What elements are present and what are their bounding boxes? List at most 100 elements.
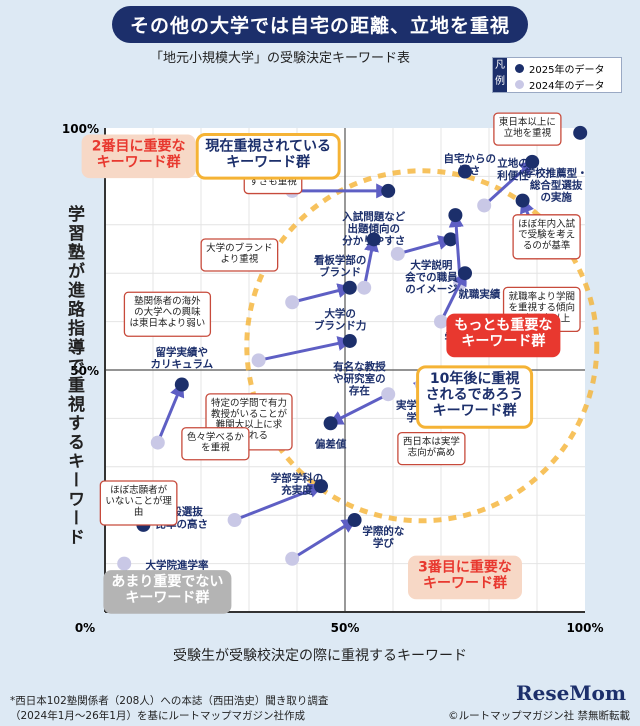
point-2025 <box>342 280 357 295</box>
point-2024 <box>285 551 300 566</box>
point-2025 <box>342 333 357 348</box>
point-2024 <box>381 387 396 402</box>
keyword-label: 偏差値 <box>315 437 347 450</box>
y-tick-label: 100% <box>62 122 99 136</box>
keyword-label: 大学院進学率 <box>146 558 209 571</box>
keyword-label: 学校推薦型・総合型選抜の実施 <box>525 166 588 203</box>
x-tick-label: 50% <box>331 621 360 635</box>
callout-box <box>512 214 581 260</box>
point-2025 <box>323 416 338 431</box>
x-tick-label: 0% <box>75 621 95 635</box>
legend: 凡例 2025年のデータ 2024年のデータ <box>492 57 622 93</box>
keyword-label: 就職実績 <box>458 287 500 300</box>
keyword-label: 大学説明会での職員のイメージ <box>405 258 458 295</box>
callout-text: ほぼ志願者がいないことが理由 <box>105 484 172 518</box>
callout-text: 色々学べるかを重視 <box>187 431 245 454</box>
trend-arrow <box>327 392 389 425</box>
callout-text: 大学のブランドより重視 <box>206 242 273 265</box>
callout-text: ほぼ年内入試で受験を考えるのが基準 <box>518 218 576 252</box>
callout-box <box>493 112 562 146</box>
keyword-label: 有名な教授や研究室の存在 <box>333 360 386 397</box>
keyword-label: 立地の利便性 <box>497 157 529 182</box>
group-box <box>103 570 232 614</box>
keyword-label: 入試問題など出題傾向の分かりやすさ <box>342 210 405 247</box>
legend-heading: 凡例 <box>493 58 507 92</box>
keyword-label: 学部学科の充実度 <box>271 471 324 496</box>
keyword-label: 看板学部のブランド <box>314 254 367 279</box>
keyword-label: 自宅からの近さ <box>444 152 497 177</box>
callout-box <box>181 427 250 461</box>
group-label: あまり重要でないキーワード群 <box>111 573 223 606</box>
point-2024 <box>357 280 372 295</box>
callout-text: 東日本以上に立地を重視 <box>499 116 556 139</box>
group-box <box>195 133 341 180</box>
trend-arrow <box>258 336 353 362</box>
point-2024 <box>251 353 266 368</box>
trend-arrow <box>362 236 379 289</box>
trend-arrow <box>234 483 324 522</box>
point-2024 <box>390 246 405 261</box>
highlight-arc <box>244 168 600 524</box>
group-box <box>416 365 534 429</box>
keyword-label: 留学実績やカリキュラム <box>150 345 213 370</box>
legend-item-2025: 2025年のデータ <box>515 61 604 76</box>
brand-logo: ReseMom <box>516 681 626 705</box>
keyword-label: 学際的な学び <box>362 525 404 550</box>
group-box <box>408 555 522 600</box>
x-tick-label: 100% <box>566 621 603 635</box>
trend-arrow <box>397 235 454 256</box>
legend-item-2024: 2024年のデータ <box>515 77 604 92</box>
copyright-credit: ©ルートマップマガジン社 禁無断転載 <box>448 710 630 722</box>
group-box <box>81 134 196 179</box>
point-2024 <box>434 314 448 329</box>
legend-dot-2024 <box>515 80 524 89</box>
point-2024 <box>477 198 492 213</box>
point-2025 <box>458 266 472 281</box>
chart-title: その他の大学では自宅の距離、立地を重視 <box>111 6 528 43</box>
point-2025 <box>525 154 540 169</box>
trend-arrow <box>483 159 535 207</box>
point-2024 <box>117 556 132 571</box>
callout-box <box>123 291 212 337</box>
trend-arrow <box>439 270 467 323</box>
callout-box <box>99 480 178 526</box>
point-2024 <box>285 295 300 310</box>
point-2024 <box>150 435 165 450</box>
trend-arrow <box>291 518 358 561</box>
point-2025 <box>448 208 463 223</box>
point-2025 <box>443 232 458 247</box>
group-label: 2番目に重要なキーワード群 <box>92 138 186 171</box>
chart-subtitle: 「地元小規模大学」の受験決定キーワード表 <box>150 51 411 66</box>
point-2025 <box>573 125 588 140</box>
legend-dot-2025 <box>515 64 524 73</box>
group-label: 10年後に重視されるであろうキーワード群 <box>426 370 524 419</box>
legend-label-2025: 2025年のデータ <box>529 65 605 76</box>
group-label: もっとも重要なキーワード群 <box>454 317 552 350</box>
footnote-2: （2024年1月〜26年1月）を基にルートマップマガジン社作成 <box>10 710 305 722</box>
point-2025 <box>314 479 328 494</box>
legend-label-2024: 2024年のデータ <box>529 81 605 92</box>
callout-box <box>397 431 466 466</box>
y-axis-label: 学習塾が進路指導で重視するキーワード <box>64 205 84 547</box>
callout-text: 西日本は実学志向が高め <box>403 436 460 459</box>
trend-arrow <box>156 381 185 444</box>
keyword-label: 大学のブランド力 <box>314 307 367 332</box>
point-2024 <box>227 513 242 528</box>
point-2025 <box>515 193 530 208</box>
point-2025 <box>174 377 189 392</box>
trend-arrow <box>291 283 353 304</box>
point-2025 <box>458 164 472 179</box>
callout-text: 塾関係者の海外の大学への興味は東日本より弱い <box>129 295 205 329</box>
point-2025 <box>366 232 381 247</box>
group-label: 3番目に重要なキーワード群 <box>418 559 512 592</box>
point-2025 <box>347 513 362 528</box>
point-2025 <box>381 183 396 198</box>
callout-box <box>200 238 279 272</box>
group-box <box>446 313 561 358</box>
group-label: 現在重視されているキーワード群 <box>205 138 331 171</box>
y-tick-label: 50% <box>70 364 99 378</box>
x-axis-label: 受験生が受験校決定の際に重視するキーワード <box>173 648 467 664</box>
footnote-1: *西日本102塾関係者（208人）への本誌（西田浩史）聞き取り調査 <box>10 695 329 707</box>
title-wrap: その他の大学では自宅の距離、立地を重視 <box>0 6 640 43</box>
